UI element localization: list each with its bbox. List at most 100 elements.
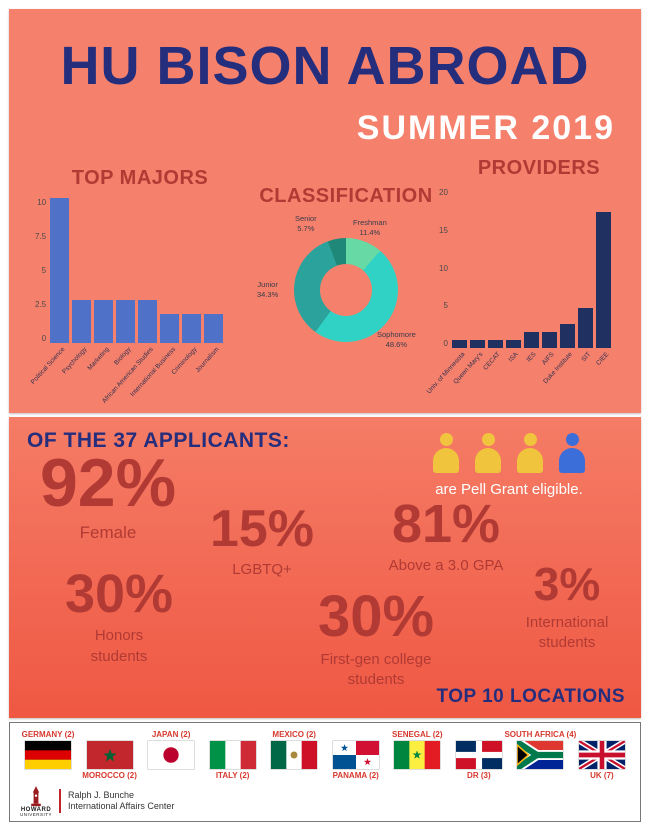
y-tick-label: 20 <box>439 188 448 197</box>
bar-column: ISA <box>505 188 521 363</box>
locations-section: GERMANY (2) MOROCCO (2) JAPAN (2) ITALY (2)… <box>9 722 641 822</box>
slice-name: Senior <box>295 214 317 223</box>
top-majors-title: TOP MAJORS <box>71 167 209 189</box>
person-body <box>559 448 585 473</box>
bar-column: International Business <box>129 198 180 398</box>
flag-item-do: DR (3) <box>449 728 509 782</box>
gb-flag-icon <box>578 741 625 769</box>
stat-female-value: 92% <box>39 445 177 521</box>
top-section: HU BISON ABROAD SUMMER 2019 TOP MAJORS 1… <box>9 9 641 413</box>
flag-item-ma: MOROCCO (2) <box>80 728 140 782</box>
classification-donut: Senior 5.7% Freshman 11.4% Junior 34.3% Sophom… <box>257 214 431 370</box>
flag-label-mx: MEXICO (2) <box>272 730 316 739</box>
org-line1: Ralph J. Bunche <box>68 790 135 800</box>
bar-column: Criminology <box>171 198 202 376</box>
slice-name: Junior <box>257 280 278 289</box>
flag-label-slot-bottom: PANAMA (2) <box>333 769 379 782</box>
stat-gpa-label: Above a 3.0 GPA <box>388 557 504 575</box>
flag-item-za: SOUTH AFRICA (4) <box>504 728 576 782</box>
x-axis-label: SIT <box>580 351 593 364</box>
flag-label-slot-bottom: DR (3) <box>467 769 491 782</box>
flag-label-za: SOUTH AFRICA (4) <box>504 730 577 739</box>
slice-percent: 34.3% <box>257 289 279 299</box>
bar <box>138 299 158 343</box>
bar-column: CIEE <box>595 188 611 367</box>
flag-label-do: DR (3) <box>467 771 491 780</box>
tower-icon <box>31 785 41 806</box>
slice-name: Sophomore <box>377 330 416 339</box>
stat-firstgen-label: First-gen college students <box>320 651 432 689</box>
flag-item-jp: JAPAN (2) <box>141 728 201 782</box>
x-axis-label: IES <box>525 351 539 364</box>
slice-percent: 48.6% <box>385 339 408 349</box>
x-axis-label: International Business <box>128 346 177 399</box>
stat-female-label: Female <box>79 522 137 542</box>
flags-row: GERMANY (2) MOROCCO (2) JAPAN (2) ITALY (2)… <box>10 723 640 782</box>
x-axis-label: Marketing <box>86 346 111 372</box>
sn-flag-icon <box>394 741 441 769</box>
y-tick-label: 5 <box>443 301 448 311</box>
org-line2: International Affairs Center <box>68 801 175 812</box>
pell-text: are Pell Grant eligible. <box>435 481 583 498</box>
stat-firstgen-value: 30% <box>317 584 435 649</box>
person-icon-yellow <box>517 433 543 473</box>
bar <box>116 299 136 343</box>
stat-lgbtq: 15% LGBTQ+ <box>197 503 327 581</box>
slice-percent: 11.4% <box>359 227 381 237</box>
ma-flag-icon <box>86 741 133 769</box>
y-tick-label: 2.5 <box>35 300 47 309</box>
stats-section: OF THE 37 APPLICANTS: 92% Female 15% LGB… <box>9 417 641 718</box>
bar <box>595 212 611 348</box>
x-axis-label: ISA <box>507 351 521 364</box>
flag-label-ma: MOROCCO (2) <box>82 771 137 780</box>
stats-heading: OF THE 37 APPLICANTS: <box>27 429 290 452</box>
logo-line2: UNIVERSITY <box>20 811 53 817</box>
page-title: HU BISON ABROAD <box>60 36 590 96</box>
bar-column: Biology <box>113 198 136 367</box>
donut-label-sophomore: Sophomore 48.6% <box>377 330 416 350</box>
bar <box>451 340 467 348</box>
plot-area: Univ. of Minnesota Queen Mary's CECAT ISA IE… <box>425 188 611 395</box>
bar-column: SIT <box>577 188 593 363</box>
stat-firstgen: 30% First-gen college students <box>291 584 461 691</box>
y-tick-label: 10 <box>439 263 448 273</box>
bar <box>577 308 593 348</box>
flag-item-pa: PANAMA (2) <box>326 728 386 782</box>
flag-item-gb: UK (7) <box>572 728 632 782</box>
flag-label-slot-top: MEXICO (2) <box>272 728 316 741</box>
flag-label-slot-bottom: MOROCCO (2) <box>82 769 137 782</box>
person-head <box>523 433 537 446</box>
flag-label-pa: PANAMA (2) <box>332 771 379 780</box>
slice-name: Freshman <box>353 218 387 227</box>
top-10-locations-heading: TOP 10 LOCATIONS <box>436 686 625 707</box>
bar <box>94 299 114 343</box>
person-icon-yellow <box>475 433 501 473</box>
bar <box>72 299 92 343</box>
flag-label-slot-bottom: ITALY (2) <box>216 769 250 782</box>
person-body <box>517 448 543 473</box>
stat-honors-value: 30% <box>64 564 174 624</box>
donut-label-junior: Junior 34.3% <box>257 280 278 300</box>
stat-international-label: International students <box>525 613 609 651</box>
bar <box>523 332 539 348</box>
y-tick-label: 5 <box>41 266 47 275</box>
flag-label-it: ITALY (2) <box>215 771 250 780</box>
stat-female: 92% Female <box>33 445 183 545</box>
stat-lgbtq-label: LGBTQ+ <box>232 561 292 579</box>
jp-flag-icon <box>148 741 195 769</box>
bar-column: African American Studies <box>101 198 158 405</box>
bar <box>50 198 70 343</box>
pell-grant-block: are Pell Grant eligible. <box>391 433 627 498</box>
donut-label-freshman: Freshman 11.4% <box>353 218 387 238</box>
flag-label-jp: JAPAN (2) <box>151 730 191 739</box>
x-axis-label: Political Science <box>29 346 67 386</box>
providers-title: PROVIDERS <box>477 157 601 179</box>
person-icon-blue <box>559 433 585 473</box>
bar <box>160 314 180 343</box>
flag-label-slot-top: SOUTH AFRICA (4) <box>504 728 576 741</box>
plot-area: Political Science Psychology Marketing Biol… <box>30 198 224 405</box>
person-icons <box>433 433 585 473</box>
flag-label-slot-top: JAPAN (2) <box>152 728 191 741</box>
bar-column: Political Science <box>30 198 70 386</box>
bar-column: AIFS <box>541 188 557 366</box>
